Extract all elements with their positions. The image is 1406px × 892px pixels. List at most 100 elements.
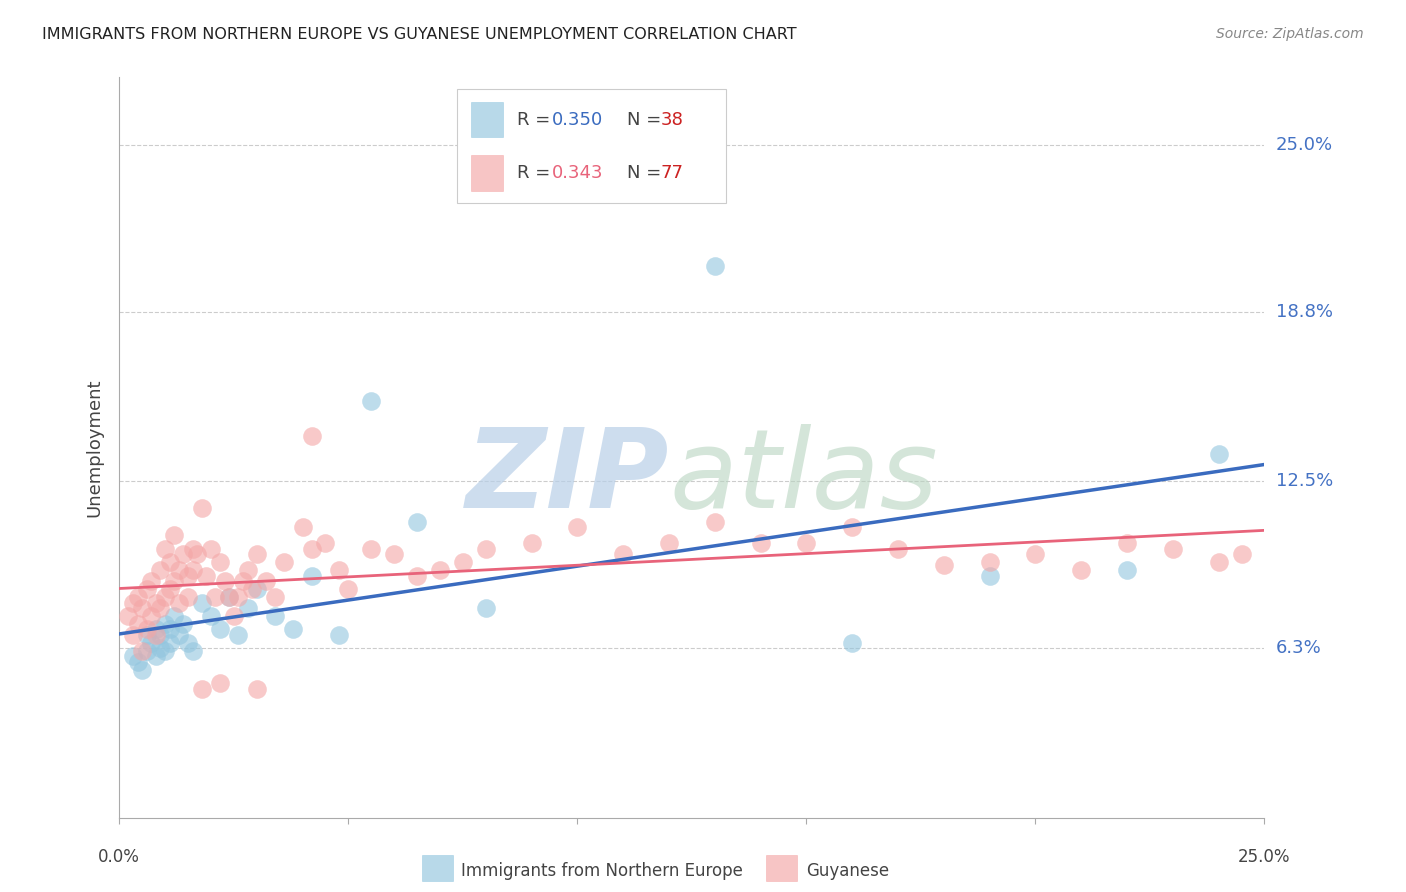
Text: 25.0%: 25.0%	[1275, 136, 1333, 153]
Point	[167, 595, 190, 609]
Point	[122, 595, 145, 609]
Point	[246, 547, 269, 561]
Point	[131, 600, 153, 615]
Point	[122, 649, 145, 664]
Point	[204, 590, 226, 604]
Text: Guyanese: Guyanese	[806, 862, 889, 880]
FancyBboxPatch shape	[471, 102, 503, 137]
Point	[209, 676, 232, 690]
Text: 0.350: 0.350	[553, 111, 603, 128]
Point	[222, 609, 245, 624]
Point	[141, 609, 163, 624]
Point	[1161, 541, 1184, 556]
Text: IMMIGRANTS FROM NORTHERN EUROPE VS GUYANESE UNEMPLOYMENT CORRELATION CHART: IMMIGRANTS FROM NORTHERN EUROPE VS GUYAN…	[42, 27, 797, 42]
Text: ZIP: ZIP	[465, 424, 669, 531]
Point	[181, 541, 204, 556]
Point	[291, 520, 314, 534]
Point	[273, 555, 295, 569]
Text: R =: R =	[516, 164, 555, 182]
Point	[145, 595, 167, 609]
Point	[172, 547, 194, 561]
Point	[218, 590, 240, 604]
Point	[153, 644, 176, 658]
Point	[328, 628, 350, 642]
Point	[337, 582, 360, 596]
Point	[141, 574, 163, 588]
Text: 77: 77	[661, 164, 683, 182]
Point	[209, 555, 232, 569]
Point	[135, 644, 157, 658]
Point	[167, 628, 190, 642]
Point	[135, 582, 157, 596]
Point	[159, 555, 181, 569]
Text: 0.0%: 0.0%	[98, 848, 141, 866]
Point	[163, 609, 186, 624]
Point	[177, 590, 200, 604]
Point	[214, 574, 236, 588]
FancyBboxPatch shape	[457, 88, 727, 203]
Point	[246, 681, 269, 696]
Point	[301, 568, 323, 582]
Point	[314, 536, 336, 550]
Point	[382, 547, 405, 561]
Point	[406, 568, 429, 582]
Point	[360, 393, 382, 408]
Point	[1208, 555, 1230, 569]
Point	[145, 623, 167, 637]
Point	[145, 649, 167, 664]
Point	[153, 541, 176, 556]
Point	[127, 590, 149, 604]
Point	[190, 595, 212, 609]
Point	[228, 628, 250, 642]
Point	[153, 590, 176, 604]
Point	[264, 590, 287, 604]
Point	[117, 609, 139, 624]
Point	[153, 617, 176, 632]
Point	[131, 663, 153, 677]
Point	[328, 563, 350, 577]
Text: N =: N =	[627, 111, 666, 128]
Point	[1024, 547, 1046, 561]
Point	[127, 655, 149, 669]
Point	[145, 628, 167, 642]
Text: 18.8%: 18.8%	[1275, 302, 1333, 321]
Text: Source: ZipAtlas.com: Source: ZipAtlas.com	[1216, 27, 1364, 41]
Point	[181, 563, 204, 577]
Point	[177, 568, 200, 582]
Point	[1116, 563, 1139, 577]
Point	[190, 501, 212, 516]
Text: R =: R =	[516, 111, 555, 128]
Point	[796, 536, 818, 550]
Point	[1230, 547, 1253, 561]
Text: 25.0%: 25.0%	[1239, 848, 1291, 866]
FancyBboxPatch shape	[471, 155, 503, 191]
Point	[149, 641, 172, 656]
Text: 38: 38	[661, 111, 683, 128]
Point	[703, 515, 725, 529]
Point	[567, 520, 589, 534]
Point	[301, 428, 323, 442]
Point	[159, 582, 181, 596]
Point	[232, 574, 254, 588]
Point	[167, 563, 190, 577]
Point	[218, 590, 240, 604]
Point	[283, 623, 305, 637]
Point	[254, 574, 277, 588]
Point	[141, 636, 163, 650]
Point	[209, 623, 232, 637]
Point	[195, 568, 218, 582]
Point	[246, 582, 269, 596]
Point	[749, 536, 772, 550]
Point	[474, 600, 496, 615]
Point	[429, 563, 451, 577]
Point	[186, 547, 208, 561]
Point	[163, 574, 186, 588]
Point	[159, 636, 181, 650]
Point	[658, 536, 681, 550]
Point	[406, 515, 429, 529]
Point	[181, 644, 204, 658]
Point	[932, 558, 955, 572]
Point	[264, 609, 287, 624]
Point	[1070, 563, 1092, 577]
Point	[703, 259, 725, 273]
